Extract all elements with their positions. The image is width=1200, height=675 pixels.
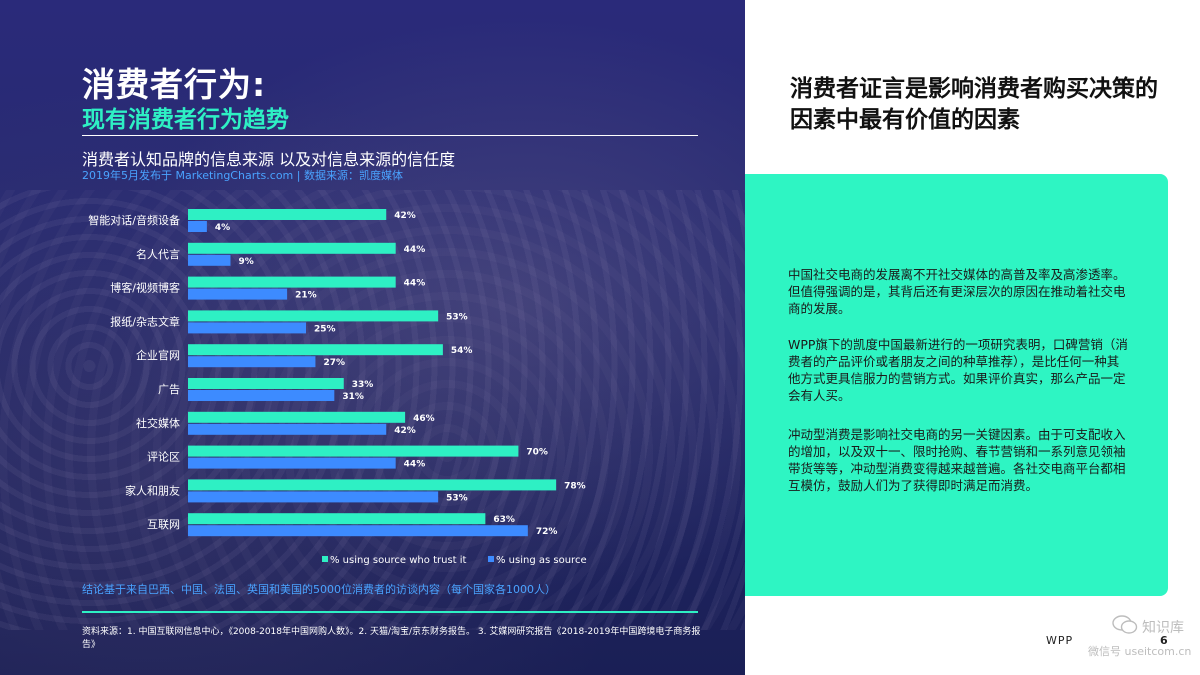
trust-bar: [188, 445, 519, 457]
trust-bar: [188, 513, 486, 525]
category-label: 广告: [158, 383, 180, 396]
trust-bar: [188, 310, 439, 322]
chart-conclusion: 结论基于来自巴西、中国、法国、英国和美国的5000位消费者的访谈内容（每个国家各…: [82, 583, 556, 596]
value-label: 42%: [394, 211, 416, 221]
sources-note: 资料来源：1. 中国互联网信息中心，《2008-2018年中国网购人数》。2. …: [82, 627, 701, 650]
trust-bar: [188, 411, 406, 423]
use-bar: [188, 254, 231, 266]
legend-label: % using source who trust it: [330, 555, 467, 566]
watermark-title: 知识库: [1142, 620, 1184, 636]
use-bar: [188, 356, 316, 368]
category-label: 家人和朋友: [125, 483, 180, 497]
insight-paragraph-1: 中国社交电商的发展离不开社交媒体的高普及率及高渗透率。但值得强调的是，其背后还有…: [788, 267, 1126, 316]
category-label: 互联网: [147, 518, 180, 531]
watermark-subtitle: 微信号 useitcom.cn: [1088, 645, 1192, 658]
title-divider: [82, 135, 698, 136]
category-label: 名人代言: [136, 247, 180, 261]
bar-chart: 智能对话/音频设备 42% 4% 名人代言 44% 9% 博客/视频博客 44% 21% 报纸/杂…: [88, 209, 587, 566]
use-bar: [188, 288, 288, 300]
value-label: 42%: [394, 426, 416, 436]
crowd-background-image: [0, 190, 745, 630]
value-label: 44%: [404, 245, 426, 255]
page-title: 消费者行为:: [82, 65, 267, 104]
use-bar: [188, 491, 439, 503]
wechat-icon: [1112, 615, 1138, 634]
use-bar: [188, 322, 306, 334]
value-label: 31%: [342, 392, 364, 402]
value-label: 53%: [446, 312, 468, 322]
value-label: 72%: [536, 527, 558, 537]
category-label: 智能对话/音频设备: [88, 213, 180, 227]
chart-subtitle: 2019年5月发布于 MarketingCharts.com | 数据来源：凯度…: [82, 169, 403, 182]
use-bar: [188, 390, 335, 401]
value-label: 78%: [564, 481, 586, 491]
value-label: 21%: [295, 291, 317, 301]
insight-box: [745, 174, 1168, 596]
legend-label: % using as source: [496, 555, 587, 566]
value-label: 44%: [404, 460, 426, 470]
insight-paragraph-3: 冲动型消费是影响社交电商的另一关键因素。由于可支配收入的增加，以及双十一、限时抢…: [788, 427, 1126, 493]
insight-paragraph-2: WPP旗下的凯度中国最新进行的一项研究表明，口碑营销（消费者的产品评价或者朋友之…: [788, 337, 1128, 403]
value-label: 9%: [238, 257, 253, 267]
trust-bar: [188, 209, 387, 220]
page-number: 6: [1160, 634, 1168, 647]
value-label: 54%: [451, 346, 473, 356]
use-bar: [188, 525, 528, 537]
value-label: 46%: [413, 414, 435, 424]
use-bar: [188, 423, 387, 435]
value-label: 53%: [446, 493, 468, 503]
value-label: 25%: [314, 324, 336, 334]
category-label: 评论区: [147, 450, 180, 464]
use-bar: [188, 221, 207, 232]
chart-title: 消费者认知品牌的信息来源 以及对信息来源的信任度: [82, 150, 456, 169]
legend-swatch: [488, 556, 494, 562]
page-subtitle: 现有消费者行为趋势: [82, 107, 289, 133]
trust-bar: [188, 242, 396, 254]
value-label: 33%: [352, 380, 374, 390]
value-label: 44%: [404, 279, 426, 289]
category-label: 企业官网: [136, 348, 180, 362]
legend-swatch: [322, 556, 328, 562]
category-label: 报纸/杂志文章: [110, 314, 180, 328]
trust-bar: [188, 378, 344, 389]
headline: 消费者证言是影响消费者购买决策的因素中最有价值的因素: [790, 76, 1158, 133]
value-label: 27%: [323, 358, 345, 368]
left-panel: 消费者行为: 现有消费者行为趋势 消费者认知品牌的信息来源 以及对信息来源的信任…: [0, 0, 745, 675]
trust-bar: [188, 479, 557, 491]
trust-bar: [188, 344, 443, 356]
value-label: 4%: [215, 223, 230, 233]
category-label: 博客/视频博客: [110, 281, 180, 295]
value-label: 70%: [526, 448, 548, 458]
trust-bar: [188, 276, 396, 288]
category-label: 社交媒体: [136, 416, 180, 430]
footer-divider: [82, 611, 698, 613]
use-bar: [188, 457, 396, 469]
value-label: 63%: [493, 515, 515, 525]
brand-label: WPP: [1046, 634, 1074, 647]
